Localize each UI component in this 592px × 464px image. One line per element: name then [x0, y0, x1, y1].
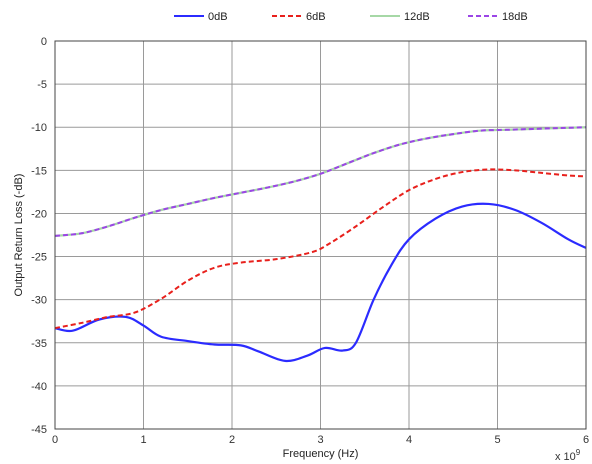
legend-label-18db: 18dB [502, 11, 528, 23]
x-exponent-base: x 10 [555, 451, 576, 463]
y-tick-label: -30 [31, 295, 47, 307]
x-exponent-power: 9 [576, 448, 581, 457]
y-axis-ticks: 0 -5 -10 -15 -20 -25 -30 -35 -40 -45 [31, 36, 47, 436]
y-tick-label: -45 [31, 424, 47, 436]
x-tick-label: 1 [140, 434, 146, 446]
y-tick-label: 0 [41, 36, 47, 48]
x-tick-label: 2 [229, 434, 235, 446]
legend-label-0db: 0dB [208, 11, 228, 23]
legend: 0dB 6dB 12dB 18dB [174, 11, 528, 23]
x-tick-label: 3 [317, 434, 323, 446]
x-axis-label: Frequency (Hz) [283, 448, 359, 460]
legend-label-12db: 12dB [404, 11, 430, 23]
series-line-18db [54, 126, 587, 237]
x-tick-label: 0 [52, 434, 58, 446]
y-tick-label: -35 [31, 338, 47, 350]
y-tick-label: -15 [31, 165, 47, 177]
x-tick-label: 4 [406, 434, 412, 446]
series-layer [54, 126, 587, 363]
y-tick-label: -20 [31, 208, 47, 220]
legend-label-6db: 6dB [306, 11, 326, 23]
y-tick-label: -10 [31, 122, 47, 134]
x-axis-ticks: 0 1 2 3 4 5 6 [52, 434, 589, 446]
y-tick-label: -25 [31, 252, 47, 264]
y-tick-label: -40 [31, 381, 47, 393]
series-line-0db [54, 202, 587, 363]
x-tick-label: 6 [583, 434, 589, 446]
y-tick-label: -5 [37, 79, 47, 91]
plot-border [54, 40, 587, 430]
y-axis-label: Output Return Loss (-dB) [13, 174, 25, 297]
series-line-6db [54, 168, 587, 330]
x-axis-exponent: x 109 [555, 448, 581, 463]
x-tick-label: 5 [494, 434, 500, 446]
